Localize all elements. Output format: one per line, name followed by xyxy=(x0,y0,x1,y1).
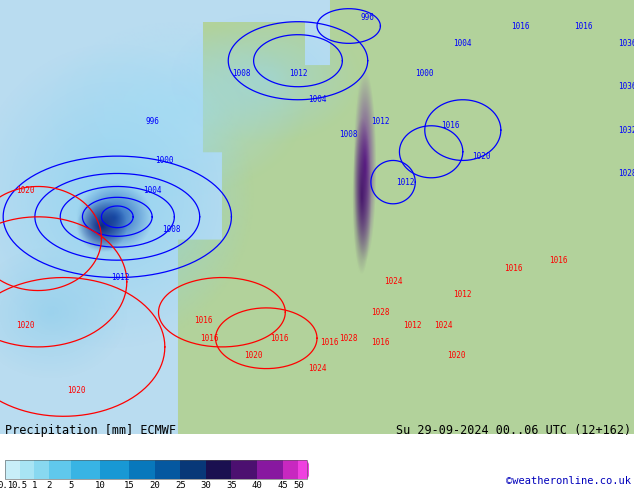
Bar xyxy=(5,461,20,479)
Text: Su 29-09-2024 00..06 UTC (12+162): Su 29-09-2024 00..06 UTC (12+162) xyxy=(396,424,631,437)
Text: 1: 1 xyxy=(32,481,37,490)
Text: 1016: 1016 xyxy=(548,256,567,265)
Text: 40: 40 xyxy=(252,481,262,490)
Text: 1012: 1012 xyxy=(111,273,130,282)
Text: 1008: 1008 xyxy=(339,130,358,139)
Text: 1020: 1020 xyxy=(16,186,35,196)
Bar xyxy=(206,461,231,479)
Text: 1016: 1016 xyxy=(269,334,288,343)
Text: 1016: 1016 xyxy=(193,317,212,325)
Bar xyxy=(180,461,206,479)
Text: 25: 25 xyxy=(175,481,186,490)
Text: 1016: 1016 xyxy=(200,334,219,343)
Text: 1020: 1020 xyxy=(244,351,263,360)
Text: 2: 2 xyxy=(46,481,51,490)
Bar xyxy=(155,461,180,479)
Text: ©weatheronline.co.uk: ©weatheronline.co.uk xyxy=(506,476,631,486)
Text: 1008: 1008 xyxy=(162,225,181,234)
Text: 1024: 1024 xyxy=(434,321,453,330)
Text: 45: 45 xyxy=(277,481,288,490)
Bar xyxy=(283,461,299,479)
Text: 1004: 1004 xyxy=(453,39,472,48)
Text: 1020: 1020 xyxy=(472,151,491,161)
Bar xyxy=(257,461,283,479)
Polygon shape xyxy=(307,461,313,479)
Bar xyxy=(71,461,100,479)
Bar xyxy=(299,461,307,479)
Bar xyxy=(129,461,155,479)
Text: 5: 5 xyxy=(68,481,74,490)
Text: 1016: 1016 xyxy=(371,338,390,347)
Text: 1024: 1024 xyxy=(384,277,403,286)
Text: 1028: 1028 xyxy=(618,169,634,178)
Text: 1016: 1016 xyxy=(504,265,523,273)
Text: 1012: 1012 xyxy=(453,291,472,299)
Text: 1020: 1020 xyxy=(447,351,466,360)
Bar xyxy=(34,461,49,479)
Text: 996: 996 xyxy=(145,117,159,126)
Text: 10: 10 xyxy=(94,481,105,490)
Bar xyxy=(231,461,257,479)
Text: 20: 20 xyxy=(150,481,160,490)
Text: 1016: 1016 xyxy=(574,22,593,30)
Text: 1024: 1024 xyxy=(307,364,327,373)
Text: 1020: 1020 xyxy=(16,321,35,330)
Bar xyxy=(100,461,129,479)
Text: Precipitation [mm] ECMWF: Precipitation [mm] ECMWF xyxy=(5,424,176,437)
Text: 1000: 1000 xyxy=(155,156,174,165)
Text: 50: 50 xyxy=(293,481,304,490)
Text: 0.5: 0.5 xyxy=(11,481,28,490)
Text: 1012: 1012 xyxy=(371,117,390,126)
Text: 1012: 1012 xyxy=(288,69,307,78)
Text: 0.1: 0.1 xyxy=(0,481,13,490)
Text: 1028: 1028 xyxy=(339,334,358,343)
Text: 1028: 1028 xyxy=(371,308,390,317)
Text: 1036: 1036 xyxy=(618,82,634,91)
Text: 1016: 1016 xyxy=(320,338,339,347)
Text: 1020: 1020 xyxy=(67,386,86,395)
Text: 996: 996 xyxy=(361,13,375,22)
Bar xyxy=(5,461,307,479)
Text: 1016: 1016 xyxy=(510,22,529,30)
Text: 1012: 1012 xyxy=(403,321,422,330)
Text: 1036: 1036 xyxy=(618,39,634,48)
Text: 1016: 1016 xyxy=(441,121,460,130)
Bar xyxy=(49,461,71,479)
Bar xyxy=(20,461,34,479)
Text: 1000: 1000 xyxy=(415,69,434,78)
Text: 1004: 1004 xyxy=(143,186,162,196)
Text: 1008: 1008 xyxy=(231,69,250,78)
Text: 1032: 1032 xyxy=(618,125,634,135)
Text: 1012: 1012 xyxy=(396,178,415,187)
Text: 30: 30 xyxy=(200,481,211,490)
Text: 35: 35 xyxy=(226,481,237,490)
Text: 15: 15 xyxy=(124,481,134,490)
Text: 1004: 1004 xyxy=(307,95,327,104)
